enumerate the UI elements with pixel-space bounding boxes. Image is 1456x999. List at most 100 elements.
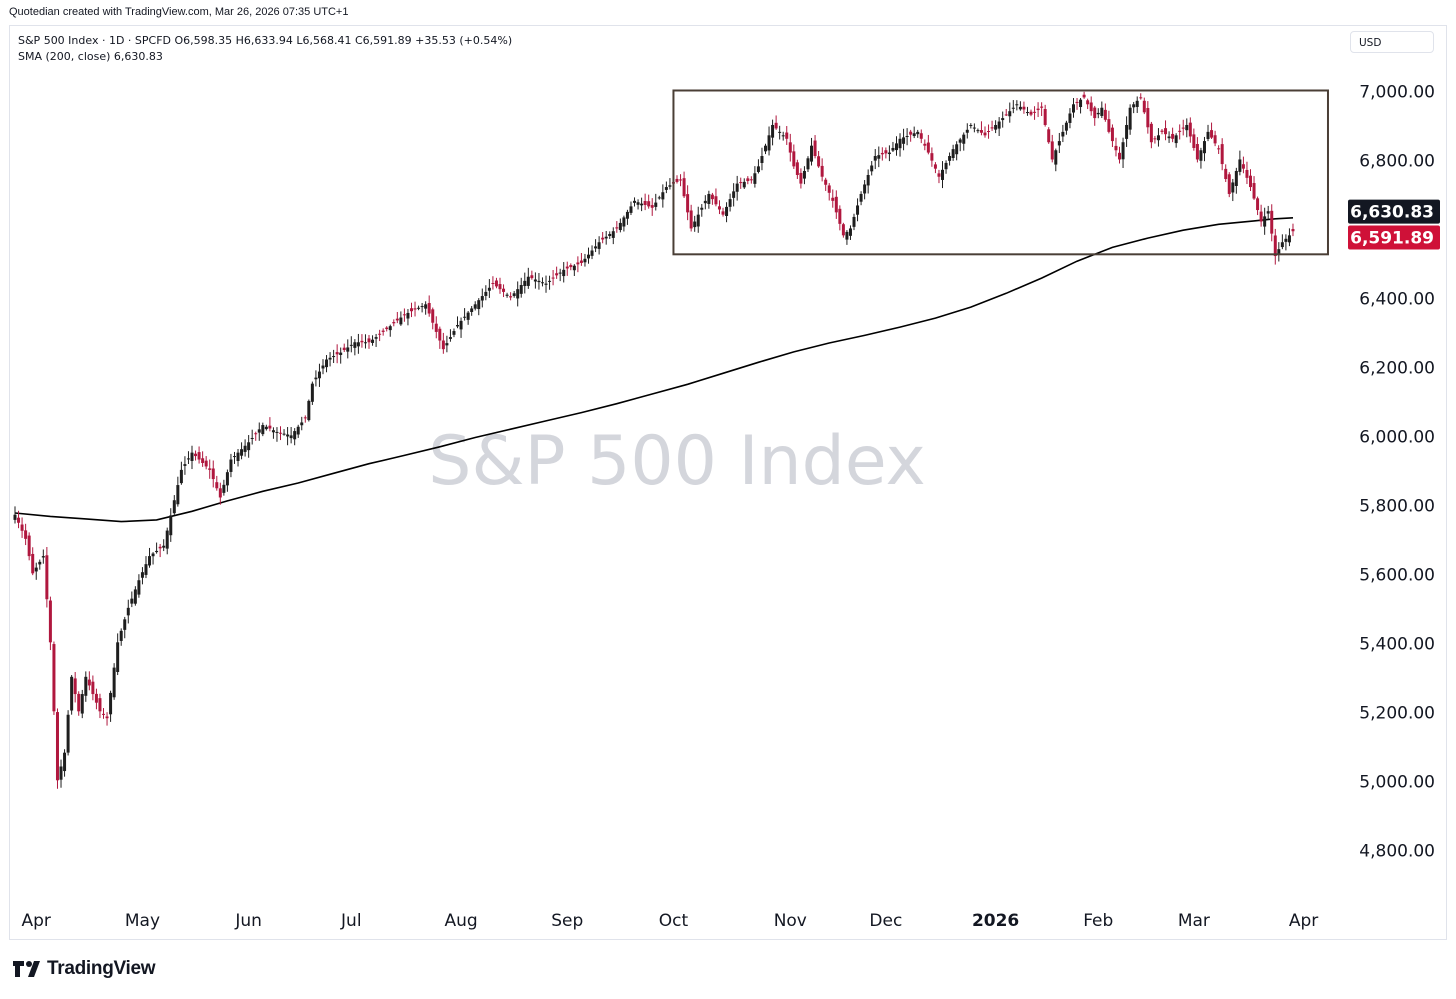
candle-body[interactable] xyxy=(392,322,396,324)
candle-body[interactable] xyxy=(1050,141,1054,160)
candle-body[interactable] xyxy=(1231,182,1235,193)
candle-body[interactable] xyxy=(841,224,845,236)
candle-body[interactable] xyxy=(838,208,842,224)
candle-body[interactable] xyxy=(551,277,555,279)
candle-body[interactable] xyxy=(760,156,764,164)
candle-body[interactable] xyxy=(480,296,484,301)
candle-body[interactable] xyxy=(144,564,148,575)
candle-body[interactable] xyxy=(824,179,828,185)
candle-body[interactable] xyxy=(1213,135,1217,144)
candle-body[interactable] xyxy=(363,342,367,344)
candle-body[interactable] xyxy=(310,383,314,402)
candle-body[interactable] xyxy=(941,169,945,180)
candle-body[interactable] xyxy=(994,124,998,130)
candle-body[interactable] xyxy=(813,140,817,157)
candle-body[interactable] xyxy=(831,197,835,201)
candle-body[interactable] xyxy=(990,127,994,129)
candle-body[interactable] xyxy=(1192,134,1196,148)
candle-body[interactable] xyxy=(640,203,644,206)
candle-body[interactable] xyxy=(116,642,120,672)
candle-body[interactable] xyxy=(1164,128,1168,135)
candle-body[interactable] xyxy=(894,143,898,151)
candle-body[interactable] xyxy=(668,185,672,187)
candle-body[interactable] xyxy=(179,469,183,484)
candle-body[interactable] xyxy=(243,445,247,452)
candle-body[interactable] xyxy=(162,545,166,548)
candle-body[interactable] xyxy=(848,228,852,236)
candle-body[interactable] xyxy=(1227,174,1231,194)
candle-body[interactable] xyxy=(420,306,424,308)
candle-body[interactable] xyxy=(717,206,721,210)
candle-body[interactable] xyxy=(1266,211,1270,214)
candle-body[interactable] xyxy=(856,205,860,215)
candle-body[interactable] xyxy=(399,317,403,325)
candle-body[interactable] xyxy=(533,279,537,282)
candle-body[interactable] xyxy=(764,145,768,152)
candle-body[interactable] xyxy=(321,365,325,369)
candle-body[interactable] xyxy=(1291,229,1295,232)
candle-body[interactable] xyxy=(604,236,608,239)
candle-body[interactable] xyxy=(463,316,467,318)
candle-body[interactable] xyxy=(537,280,541,283)
candle-body[interactable] xyxy=(1256,198,1260,211)
candlestick-chart[interactable]: S&P 500 Index 4,800.00 5,000.00 5,200.00 5,… xyxy=(10,26,1446,939)
candle-body[interactable] xyxy=(1075,101,1079,103)
candle-body[interactable] xyxy=(1018,106,1022,110)
candle-body[interactable] xyxy=(902,137,906,144)
candle-body[interactable] xyxy=(1220,144,1224,165)
candle-body[interactable] xyxy=(1188,122,1192,137)
candle-body[interactable] xyxy=(105,716,109,719)
candle-body[interactable] xyxy=(268,425,272,429)
candle-body[interactable] xyxy=(686,194,690,213)
candle-body[interactable] xyxy=(342,347,346,351)
candle-body[interactable] xyxy=(409,308,413,312)
candle-body[interactable] xyxy=(1029,111,1033,115)
candle-body[interactable] xyxy=(969,124,973,126)
candle-body[interactable] xyxy=(502,288,506,292)
candle-body[interactable] xyxy=(820,165,824,177)
candle-body[interactable] xyxy=(1047,129,1051,143)
candle-body[interactable] xyxy=(1241,164,1245,169)
candle-body[interactable] xyxy=(1185,124,1189,131)
candle-body[interactable] xyxy=(84,676,88,696)
candle-body[interactable] xyxy=(944,162,948,170)
candle-body[interactable] xyxy=(240,449,244,456)
candle-body[interactable] xyxy=(24,530,28,539)
candle-body[interactable] xyxy=(406,312,410,319)
candle-body[interactable] xyxy=(20,524,24,531)
candle-body[interactable] xyxy=(1022,106,1026,110)
candle-body[interactable] xyxy=(257,429,261,433)
candle-body[interactable] xyxy=(456,325,460,327)
candle-body[interactable] xyxy=(201,458,205,463)
candle-body[interactable] xyxy=(346,347,350,352)
candle-body[interactable] xyxy=(112,667,116,698)
candle-body[interactable] xyxy=(286,434,290,437)
candle-body[interactable] xyxy=(1160,130,1164,132)
candle-body[interactable] xyxy=(1061,131,1065,137)
candle-body[interactable] xyxy=(519,285,523,294)
candle-body[interactable] xyxy=(247,442,251,451)
candle-body[interactable] xyxy=(526,276,530,286)
candle-body[interactable] xyxy=(937,173,941,177)
candle-body[interactable] xyxy=(1270,210,1274,234)
candle-body[interactable] xyxy=(498,284,502,290)
candle-body[interactable] xyxy=(987,131,991,133)
candle-body[interactable] xyxy=(413,308,417,310)
candle-body[interactable] xyxy=(540,282,544,284)
candle-body[interactable] xyxy=(1071,104,1075,113)
candle-body[interactable] xyxy=(328,357,332,360)
candle-body[interactable] xyxy=(1011,107,1015,109)
candle-body[interactable] xyxy=(562,269,566,277)
candle-body[interactable] xyxy=(59,766,63,780)
candle-body[interactable] xyxy=(109,692,113,715)
candle-body[interactable] xyxy=(151,553,155,557)
candle-body[interactable] xyxy=(236,452,240,461)
candle-body[interactable] xyxy=(335,352,339,355)
candle-body[interactable] xyxy=(1082,94,1086,98)
candle-body[interactable] xyxy=(339,352,343,355)
candle-body[interactable] xyxy=(1263,216,1267,227)
candle-body[interactable] xyxy=(1234,170,1238,186)
candle-body[interactable] xyxy=(424,304,428,309)
candle-body[interactable] xyxy=(332,356,336,358)
candle-body[interactable] xyxy=(194,453,198,457)
